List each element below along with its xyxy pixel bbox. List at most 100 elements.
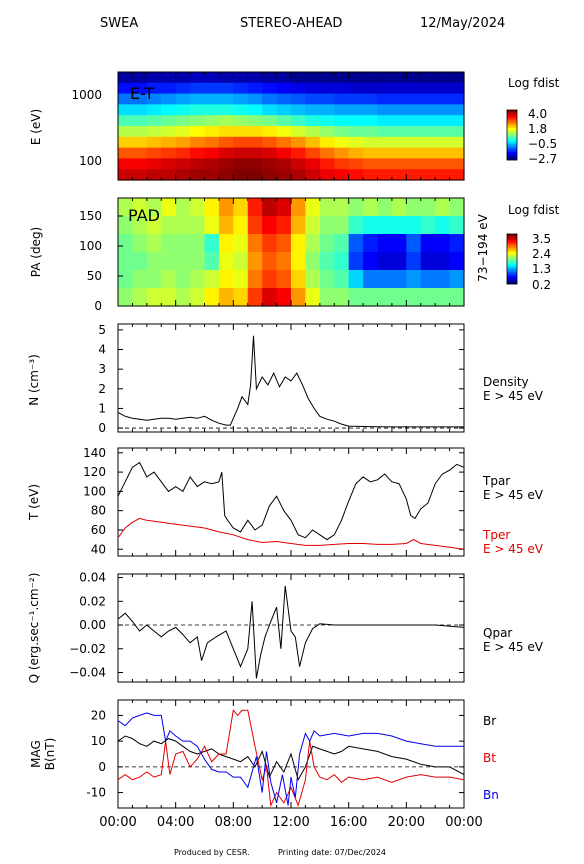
temperature-ylabel: T (eV) <box>27 484 41 521</box>
heatmap-cell <box>319 198 335 217</box>
heatmap-cell <box>420 82 436 95</box>
colorbar-swatch <box>507 260 517 263</box>
heatmap-cell <box>146 198 162 217</box>
ytick-label: 60 <box>91 523 106 537</box>
heatmap-cell <box>334 234 350 253</box>
heatmap-cell <box>334 252 350 271</box>
colorbar-swatch <box>507 238 517 241</box>
heatmap-cell <box>348 270 364 289</box>
colorbar-swatch <box>507 118 517 121</box>
heatmap-cell <box>262 82 278 95</box>
heatmap-cell <box>204 234 220 253</box>
heatmap-cell <box>363 288 379 307</box>
heatmap-cell <box>391 252 407 271</box>
heatmap-cell <box>363 216 379 235</box>
heatmap-cell <box>233 93 249 105</box>
heatmap-cell <box>190 72 206 84</box>
heatmap-cell <box>348 234 364 253</box>
bn-line <box>117 712 464 806</box>
heatmap-cell <box>146 147 162 159</box>
colorbar-swatch <box>507 132 517 135</box>
heatmap-cell <box>161 93 177 105</box>
heatmap-cell <box>132 82 148 95</box>
heatmap-cell <box>435 216 451 235</box>
heatmap-cell <box>276 288 292 307</box>
temperature-panel: 40 60 80 100 120 140 T (eV) Tpar E > 45 eV Tp… <box>27 446 544 557</box>
heatmap-cell <box>161 104 177 116</box>
heatmap-cell <box>435 93 451 105</box>
heatmap-cell <box>319 72 335 84</box>
heatmap-cell <box>132 270 148 289</box>
ytick-label: −0.02 <box>69 642 106 656</box>
ytick-label: 0 <box>98 760 106 774</box>
tpar-line <box>117 461 465 541</box>
colorbar-swatch <box>507 142 517 145</box>
heatmap-cell <box>146 234 162 253</box>
heatmap-cell <box>391 158 407 170</box>
pad-energy-range: 73−194 eV <box>476 213 490 281</box>
heatmap-cell <box>204 270 220 289</box>
heatmap-cell <box>377 216 393 235</box>
heatmap-cell <box>319 252 335 271</box>
heatmap-cell <box>363 252 379 271</box>
ytick-label: 80 <box>91 504 106 518</box>
heatmap-cell <box>305 147 321 159</box>
pad-ytick-label: 100 <box>79 239 102 253</box>
heatmap-cell <box>190 82 206 95</box>
et-cbar-tick-1: 1.8 <box>528 122 547 136</box>
heatmap-cell <box>449 288 465 307</box>
heatmap-cell <box>348 72 364 84</box>
heatmap-cell <box>233 72 249 84</box>
heatmap-cell <box>276 104 292 116</box>
heatmap-cell <box>146 216 162 235</box>
heatmap-cell <box>305 136 321 149</box>
heatmap-cell <box>118 169 134 181</box>
heatmap-cell <box>132 147 148 159</box>
heatmap-cell <box>204 72 220 84</box>
heatmap-cell <box>276 270 292 289</box>
time-axis: 00:00 04:00 08:00 12:00 16:00 20:00 00:00 <box>99 72 483 830</box>
heatmap-cell <box>319 82 335 95</box>
heatmap-cell <box>190 158 206 170</box>
colorbar-swatch <box>507 276 517 279</box>
footer-printing-date: Printing date: 07/Dec/2024 <box>278 848 386 857</box>
heatmap-cell <box>190 169 206 181</box>
heatmap-cell <box>175 234 191 253</box>
pad-colorbar <box>507 234 517 285</box>
heatmap-cell <box>262 93 278 105</box>
density-label-2: E > 45 eV <box>483 389 544 403</box>
et-ytick-100: 100 <box>79 154 102 168</box>
heatmap-cell <box>146 72 162 84</box>
heatmap-cell <box>218 72 234 84</box>
heatmap-cell <box>420 126 436 138</box>
heatmap-cell <box>435 104 451 116</box>
heatmap-cell <box>262 136 278 149</box>
heatmap-cell <box>377 93 393 105</box>
heatmap-cell <box>118 198 134 217</box>
heatmap-cell <box>247 136 263 149</box>
heatmap-cell <box>161 288 177 307</box>
heatmap-cell <box>247 115 263 127</box>
heatmap-cell <box>276 234 292 253</box>
heatmap-cell <box>132 136 148 149</box>
heatmap-cell <box>406 104 422 116</box>
heatmap-cell <box>449 93 465 105</box>
heatmap-cell <box>449 147 465 159</box>
et-colorbar-title: Log fdist <box>508 76 560 90</box>
heatmap-cell <box>348 216 364 235</box>
colorbar-swatch <box>507 128 517 131</box>
heatmap-cell <box>348 115 364 127</box>
heatmap-cell <box>305 270 321 289</box>
heatmap-cell <box>276 147 292 159</box>
heatmap-cell <box>146 93 162 105</box>
ytick-label: 4 <box>98 343 106 357</box>
heatmap-cell <box>161 216 177 235</box>
heatmap-cell <box>406 72 422 84</box>
et-cbar-tick-2: −0.5 <box>528 137 557 151</box>
heatmap-cell <box>175 198 191 217</box>
heatmap-cell <box>161 252 177 271</box>
heatmap-cell <box>218 169 234 181</box>
colorbar-swatch <box>507 140 517 143</box>
heatmap-cell <box>233 169 249 181</box>
heatmap-cell <box>175 72 191 84</box>
